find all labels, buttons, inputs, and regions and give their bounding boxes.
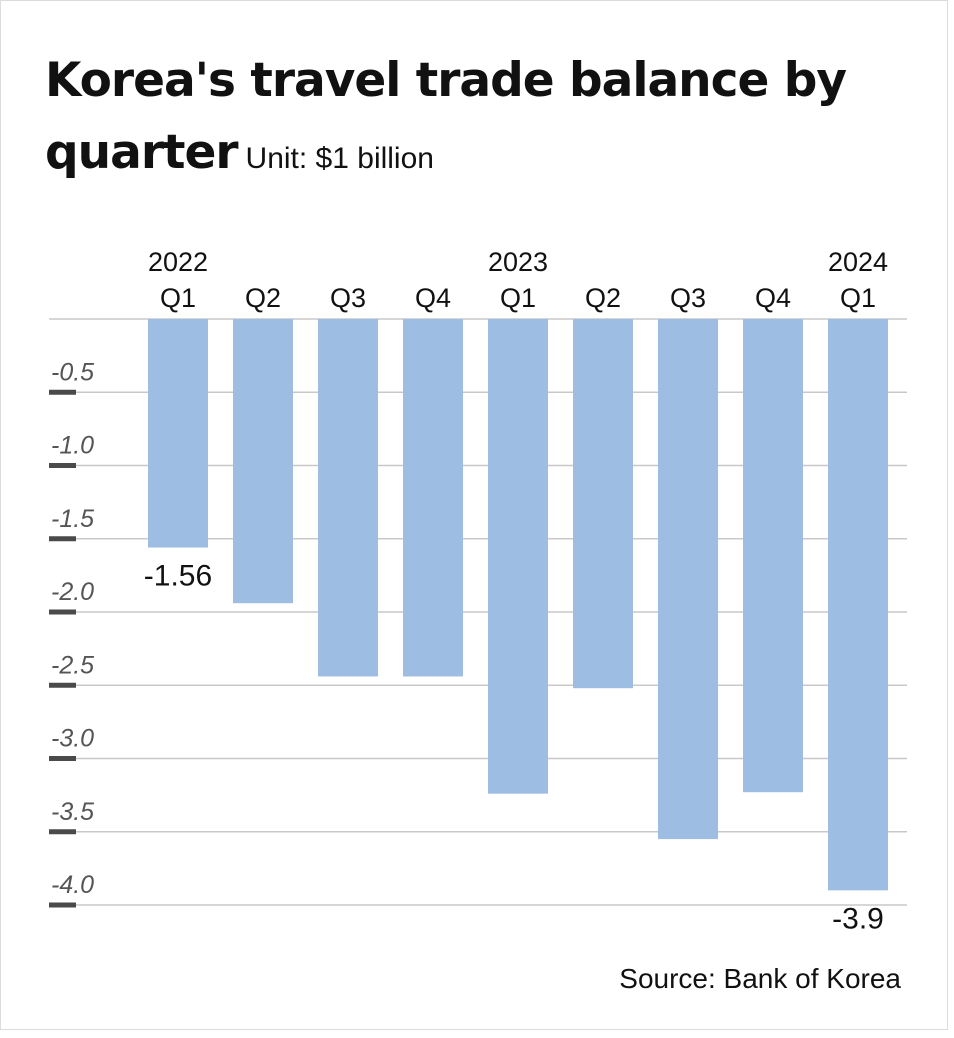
- title-text: Korea's travel trade balance by quarter: [45, 53, 847, 180]
- bar: [573, 319, 633, 689]
- x-tick-year-label: 2022: [148, 247, 208, 277]
- y-tick-mark: [49, 902, 76, 908]
- y-tick-label: -2.0: [51, 578, 94, 606]
- y-tick-label: -4.0: [51, 871, 94, 899]
- bar: [488, 319, 548, 794]
- bar: [233, 319, 293, 604]
- x-tick-label: Q2: [245, 283, 281, 313]
- y-tick-mark: [49, 536, 76, 542]
- x-tick-label: Q1: [500, 283, 536, 313]
- x-tick-label: Q1: [160, 283, 196, 313]
- bar: [658, 319, 718, 840]
- x-tick-label: Q4: [755, 283, 791, 313]
- bar: [743, 319, 803, 793]
- y-tick-mark: [49, 609, 76, 615]
- y-tick-mark: [49, 682, 76, 688]
- x-tick-year-label: 2023: [488, 247, 548, 277]
- y-tick-mark: [49, 829, 76, 835]
- bar: [148, 319, 208, 548]
- data-label: -1.56: [144, 560, 212, 593]
- bar: [318, 319, 378, 677]
- y-tick-label: -3.5: [51, 798, 94, 826]
- x-tick-label: Q4: [415, 283, 451, 313]
- x-tick-label: Q2: [585, 283, 621, 313]
- y-tick-label: -0.5: [51, 358, 94, 386]
- bar: [828, 319, 888, 891]
- x-tick-label: Q1: [840, 283, 876, 313]
- data-label: -3.9: [832, 902, 884, 935]
- bar: [403, 319, 463, 677]
- chart-title: Korea's travel trade balance by quarter U…: [45, 45, 925, 195]
- y-tick-mark: [49, 756, 76, 761]
- x-tick-label: Q3: [670, 283, 706, 313]
- y-tick-label: -3.0: [51, 725, 94, 753]
- y-tick-mark: [49, 389, 76, 395]
- bar-chart: -0.5 -1.0 -1.5 -2.0 -2.5 -3.0 -3.5 -4.0 2022 Q1 Q2…: [49, 247, 907, 935]
- y-tick-label: -1.5: [51, 505, 94, 533]
- x-tick-label: Q3: [330, 283, 366, 313]
- source-note: Source: Bank of Korea: [619, 963, 901, 994]
- x-tick-year-label: 2024: [828, 247, 888, 277]
- y-tick-label: -2.5: [51, 651, 94, 679]
- y-tick-label: -1.0: [51, 432, 94, 460]
- unit-label: Unit: $1 billion: [245, 142, 434, 175]
- y-tick-mark: [49, 463, 76, 468]
